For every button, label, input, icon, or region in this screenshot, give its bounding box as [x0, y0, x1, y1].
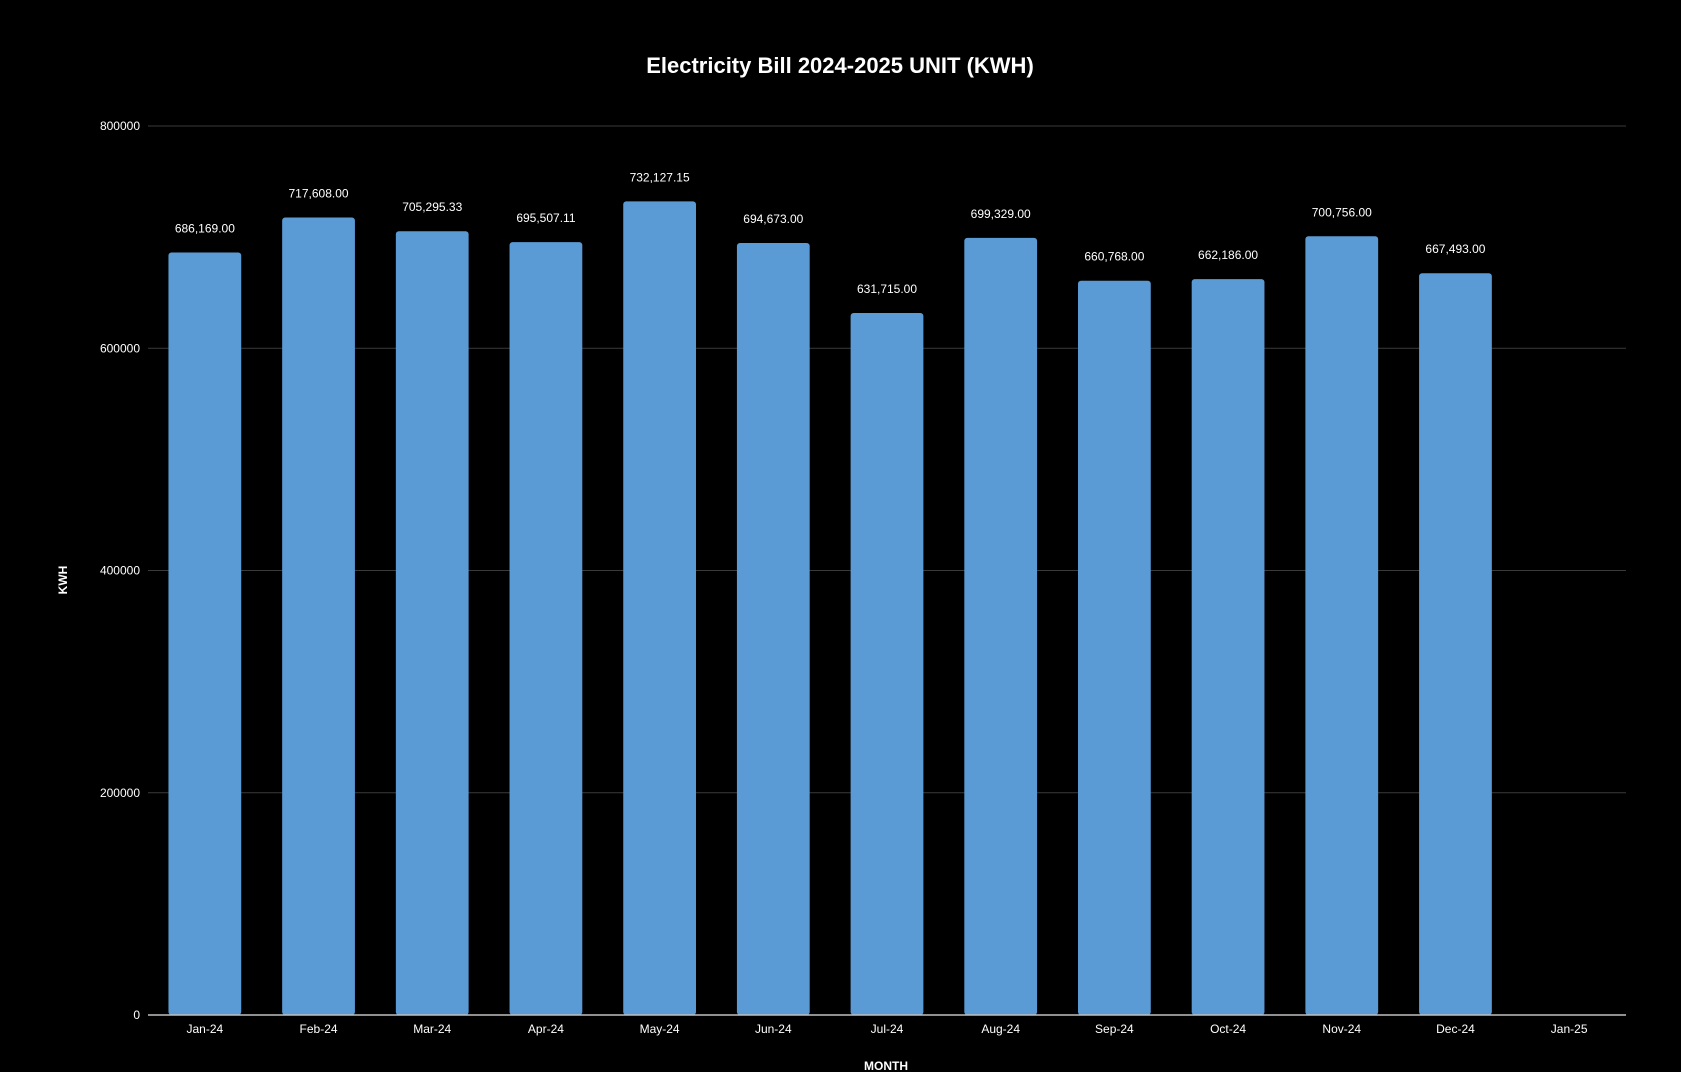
x-tick-label: Jan-25 — [1551, 1022, 1588, 1036]
data-label: 732,127.15 — [630, 170, 690, 184]
y-tick-label: 200000 — [100, 786, 140, 800]
bar — [395, 231, 469, 1015]
bar — [168, 252, 242, 1016]
y-axis-ticks: 0 200000 400000 600000 800000 — [100, 119, 140, 1022]
data-label: 699,329.00 — [971, 207, 1031, 221]
y-tick-label: 800000 — [100, 119, 140, 133]
data-label: 700,756.00 — [1312, 205, 1372, 219]
y-tick-label: 400000 — [100, 564, 140, 578]
x-tick-label: Sep-24 — [1095, 1022, 1134, 1036]
x-tick-label: Dec-24 — [1436, 1022, 1475, 1036]
x-tick-label: Jun-24 — [755, 1022, 792, 1036]
y-tick-label: 600000 — [100, 341, 140, 355]
bar — [623, 201, 696, 1015]
x-tick-label: Jan-24 — [186, 1022, 223, 1036]
bar — [850, 313, 924, 1015]
data-label: 695,507.11 — [516, 211, 575, 225]
x-tick-label: Oct-24 — [1210, 1022, 1246, 1036]
x-tick-label: Jul-24 — [871, 1022, 904, 1036]
x-tick-label: Aug-24 — [981, 1022, 1020, 1036]
data-label: 717,608.00 — [289, 187, 349, 201]
x-tick-label: Mar-24 — [413, 1022, 451, 1036]
bar — [736, 243, 810, 1016]
bar — [1305, 236, 1379, 1015]
y-tick-label: 0 — [133, 1008, 140, 1022]
data-labels: 686,169.00 717,608.00 705,295.33 695,507.11… — [175, 170, 1486, 296]
x-tick-label: Apr-24 — [528, 1022, 564, 1036]
bar — [1419, 273, 1492, 1015]
data-label: 660,768.00 — [1084, 250, 1144, 264]
data-label: 631,715.00 — [857, 282, 917, 296]
bar — [282, 217, 355, 1015]
data-label: 686,169.00 — [175, 221, 235, 235]
bar — [964, 237, 1038, 1015]
data-label: 694,673.00 — [743, 212, 803, 226]
chart-title: Electricity Bill 2024-2025 UNIT (KWH) — [646, 53, 1034, 78]
bar — [509, 242, 583, 1015]
data-label: 667,493.00 — [1425, 242, 1485, 256]
x-tick-label: May-24 — [640, 1022, 680, 1036]
x-axis-ticks: Jan-24 Feb-24 Mar-24 Apr-24 May-24 Jun-24 Jul-… — [186, 1022, 1587, 1036]
x-axis-label: MONTH — [864, 1059, 908, 1072]
data-label: 705,295.33 — [402, 200, 462, 214]
data-label: 662,186.00 — [1198, 248, 1258, 262]
bar — [1078, 280, 1151, 1015]
bars — [168, 201, 1492, 1016]
y-axis-label: KWH — [56, 566, 70, 595]
bar — [1191, 279, 1265, 1015]
x-tick-label: Feb-24 — [300, 1022, 338, 1036]
x-tick-label: Nov-24 — [1322, 1022, 1361, 1036]
